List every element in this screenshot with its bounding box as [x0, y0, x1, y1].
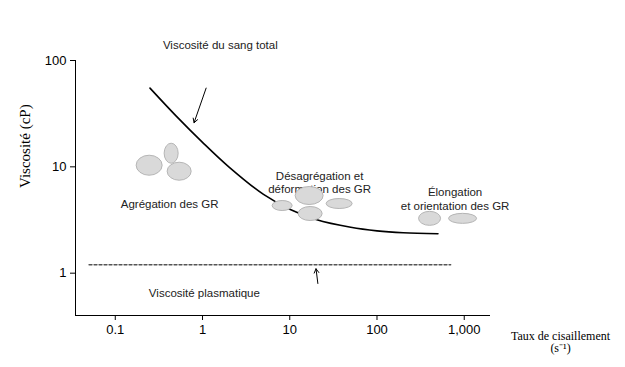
html-text:déformation des GR: déformation des GR: [268, 182, 372, 195]
svg-text:Élongationet orientation des G: Élongationet orientation des GR: [401, 186, 510, 211]
svg-text:10: 10: [283, 322, 297, 337]
html-text:Désagrégation et: Désagrégation et: [275, 169, 364, 182]
svg-text:Viscosité du sang total: Viscosité du sang total: [163, 39, 278, 51]
svg-text:1: 1: [199, 322, 206, 337]
svg-text:1,000: 1,000: [448, 322, 481, 337]
svg-text:Agrégation des GR: Agrégation des GR: [121, 198, 219, 210]
svg-text:0.1: 0.1: [106, 322, 124, 337]
svg-text:1: 1: [59, 265, 66, 280]
svg-text:Viscosité plasmatique: Viscosité plasmatique: [149, 287, 260, 299]
svg-text:Taux de cisaillement(s⁻¹): Taux de cisaillement(s⁻¹): [511, 329, 611, 355]
svg-text:100: 100: [366, 322, 388, 337]
svg-text:10: 10: [52, 159, 66, 174]
svg-text:100: 100: [45, 53, 67, 68]
svg-text:Viscosité (cP): Viscosité (cP): [17, 104, 34, 188]
